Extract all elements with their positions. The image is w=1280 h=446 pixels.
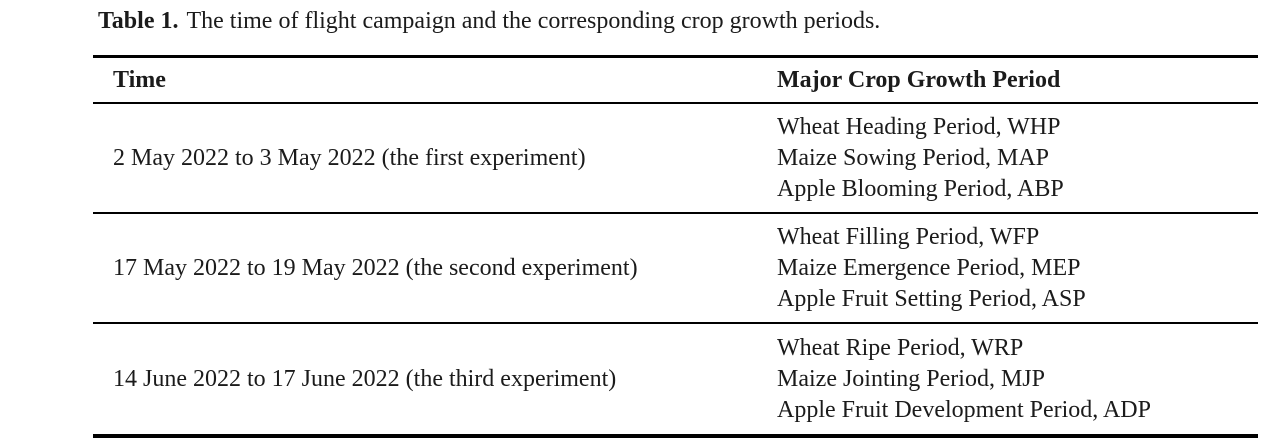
period-cell: Wheat Filling Period, WFP Maize Emergenc…: [769, 222, 1258, 315]
period-line: Apple Fruit Development Period, ADP: [777, 396, 1151, 423]
period-cell: Wheat Ripe Period, WRP Maize Jointing Pe…: [769, 333, 1258, 426]
time-cell: 14 June 2022 to 17 June 2022 (the third …: [113, 365, 617, 392]
period-line: Wheat Ripe Period, WRP: [777, 334, 1024, 361]
column-header-period: Major Crop Growth Period: [777, 66, 1061, 93]
table-row: 2 May 2022 to 3 May 2022 (the first expe…: [93, 104, 1258, 214]
table-header-row: Time Major Crop Growth Period: [93, 58, 1258, 104]
period-line: Maize Sowing Period, MAP: [777, 144, 1049, 171]
table-caption: Table 1. The time of flight campaign and …: [98, 6, 1258, 36]
period-line: Maize Emergence Period, MEP: [777, 254, 1081, 281]
time-cell: 2 May 2022 to 3 May 2022 (the first expe…: [113, 144, 586, 171]
period-line: Apple Fruit Setting Period, ASP: [777, 285, 1086, 312]
period-line: Wheat Filling Period, WFP: [777, 223, 1040, 250]
period-line: Maize Jointing Period, MJP: [777, 365, 1045, 392]
table-row: 14 June 2022 to 17 June 2022 (the third …: [93, 324, 1258, 434]
period-line: Apple Blooming Period, ABP: [777, 175, 1064, 202]
column-header-time: Time: [113, 66, 166, 93]
caption-text: The time of flight campaign and the corr…: [186, 8, 881, 34]
flight-campaign-table: Time Major Crop Growth Period 2 May 2022…: [93, 55, 1258, 438]
table-row: 17 May 2022 to 19 May 2022 (the second e…: [93, 214, 1258, 324]
period-line: Wheat Heading Period, WHP: [777, 113, 1061, 140]
period-cell: Wheat Heading Period, WHP Maize Sowing P…: [769, 112, 1258, 205]
time-cell: 17 May 2022 to 19 May 2022 (the second e…: [113, 254, 638, 281]
caption-label: Table 1.: [98, 8, 179, 34]
